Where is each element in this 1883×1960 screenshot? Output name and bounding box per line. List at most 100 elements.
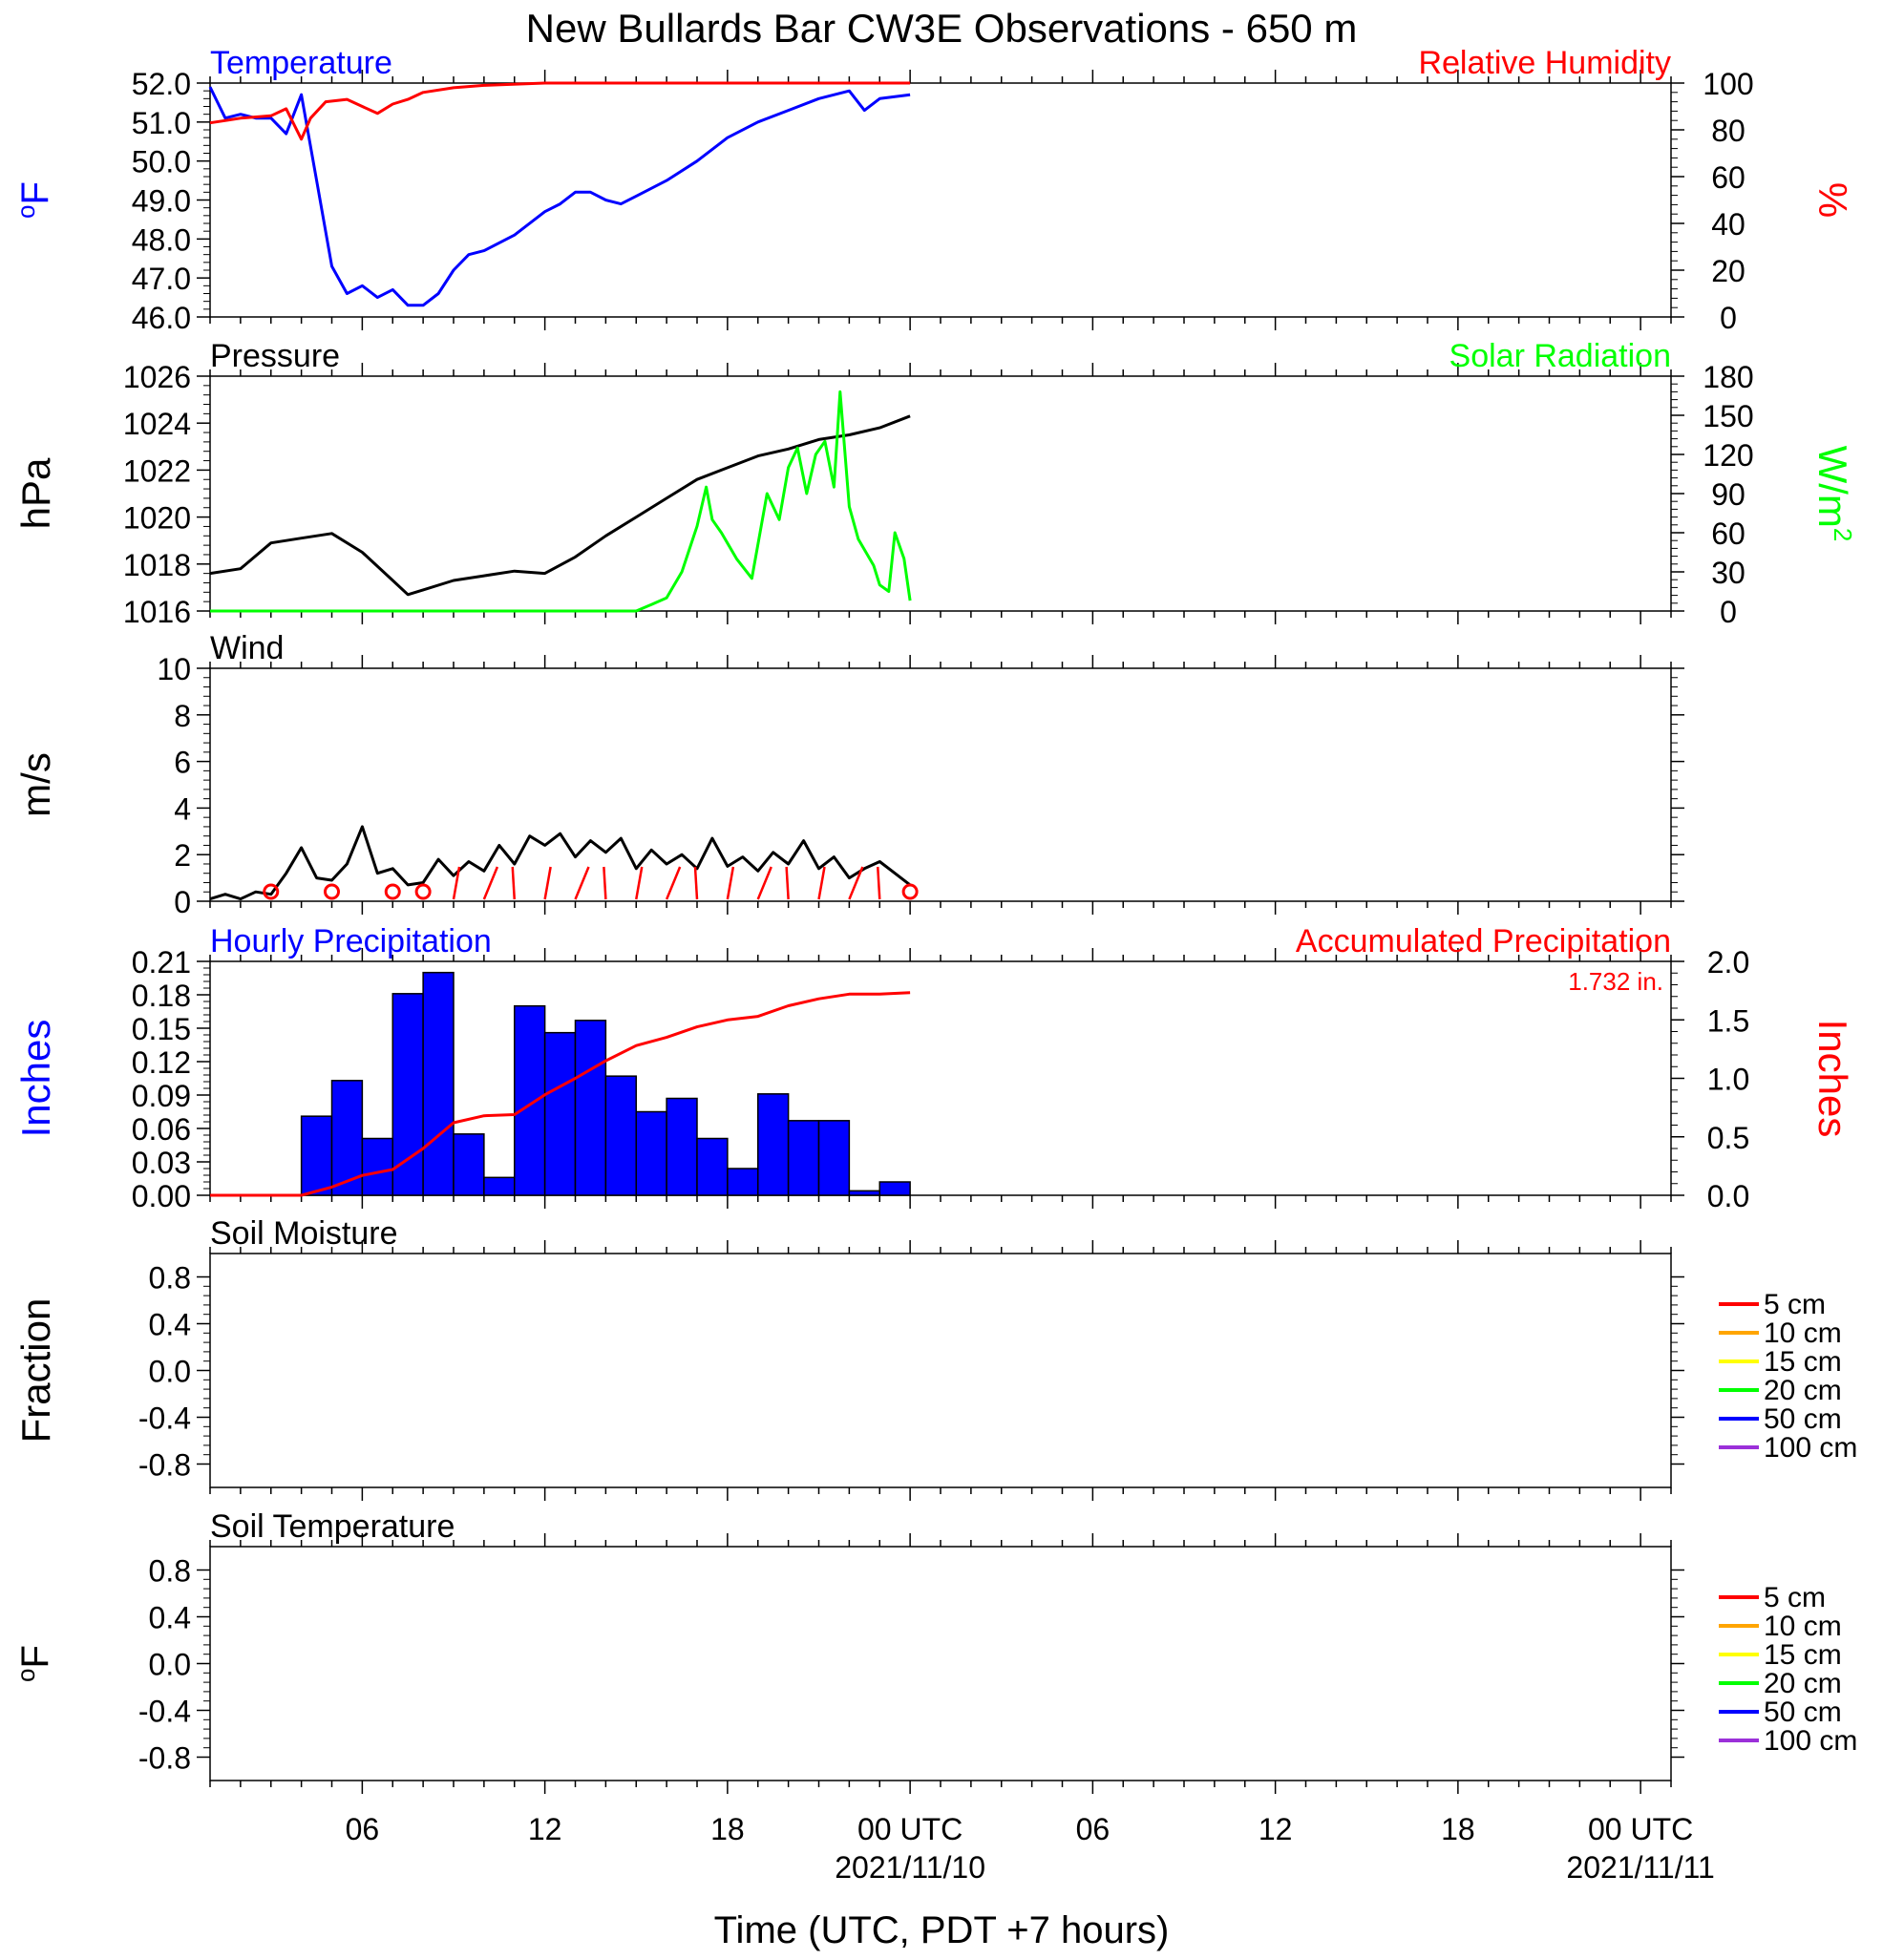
precip-bar — [878, 1181, 911, 1196]
legend-label: 20 cm — [1764, 1668, 1842, 1699]
y-tick-label: 0.8 — [149, 1554, 191, 1589]
precip-bar — [727, 1168, 759, 1196]
y-tick-label: -0.8 — [138, 1741, 191, 1776]
y-right-tick-label: 0 — [1720, 595, 1737, 629]
panel-soil_moisture: -0.8 -0.4 0.0 0.4 0.8 Soil Moisture Fraction 5 … — [13, 1215, 1857, 1501]
y-right-tick-label: 0.5 — [1707, 1121, 1749, 1155]
precip-bar — [543, 1031, 577, 1196]
panel-left-title: Temperature — [210, 45, 392, 81]
x-tick-label: 12 — [528, 1812, 562, 1846]
x-tick-label: 00 UTC — [857, 1812, 963, 1846]
panel-pressure: 1016 1018 1020 1022 1024 1026 0 30 60 90 120 150 180… — [13, 338, 1857, 629]
y-tick-label: 46.0 — [132, 301, 191, 335]
y-right-tick-label: 2.0 — [1707, 945, 1749, 980]
degree-superscript: o — [11, 204, 40, 218]
y-tick-label: 1018 — [123, 548, 191, 582]
panel-left-title: Soil Moisture — [210, 1215, 398, 1252]
panel-left-title: Pressure — [210, 338, 340, 374]
legend-label: 15 cm — [1764, 1639, 1842, 1671]
x-tick-label: 06 — [346, 1812, 380, 1846]
y-tick-label: 1020 — [123, 501, 191, 536]
y-tick-label: 0.09 — [132, 1079, 191, 1113]
y-tick-label: 0.0 — [149, 1648, 191, 1682]
plot-frame — [209, 375, 1672, 612]
plot-frame — [209, 1546, 1672, 1781]
y-tick-label: 0.18 — [132, 979, 191, 1013]
y-axis-label-right: % — [1810, 182, 1855, 218]
y-tick-label: -0.8 — [138, 1448, 191, 1483]
y-tick-label: 10 — [157, 652, 191, 686]
y-tick-label: 1016 — [123, 595, 191, 629]
y-tick-label: 47.0 — [132, 262, 191, 296]
wind-direction-stick — [817, 866, 826, 900]
y-tick-label: 0.21 — [132, 945, 191, 980]
y-axis-label: oF — [11, 1645, 56, 1682]
x-tick-label: 12 — [1259, 1812, 1293, 1846]
y-right-tick-label: 180 — [1703, 360, 1753, 394]
y-axis-label-right-text: Inches — [1810, 1020, 1855, 1138]
y-tick-label: 0.4 — [149, 1601, 191, 1635]
unit-f: F — [14, 1645, 56, 1668]
y-axis-label: oF — [11, 181, 56, 219]
y-tick-label: 52.0 — [132, 67, 191, 101]
x-axis-label: Time (UTC, PDT +7 hours) — [714, 1909, 1170, 1951]
wind-direction-stick — [756, 866, 772, 900]
y-right-tick-label: 1.0 — [1707, 1063, 1749, 1097]
y-axis-label: Fraction — [13, 1298, 58, 1444]
degree-superscript: o — [11, 1668, 40, 1681]
y-right-tick-label: 120 — [1703, 438, 1753, 473]
wind-direction-stick — [482, 866, 499, 900]
wind-direction-stick — [543, 866, 552, 900]
y-tick-label: 0.03 — [132, 1146, 191, 1180]
y-tick-label: 49.0 — [132, 184, 191, 219]
unit-f: F — [14, 181, 56, 204]
y-tick-label: 6 — [174, 746, 191, 780]
y-axis-label: Inches — [13, 1020, 58, 1138]
wind-calm-marker — [901, 883, 919, 900]
panel-left-title: Soil Temperature — [210, 1508, 455, 1545]
precip-bar — [483, 1176, 516, 1196]
series-line-relative-humidity — [209, 81, 911, 141]
series-line-temperature — [208, 86, 911, 307]
y-tick-label: 0.06 — [132, 1112, 191, 1147]
legend-label: 10 cm — [1764, 1317, 1842, 1349]
x-tick-label: 18 — [710, 1812, 745, 1846]
wind-direction-stick — [693, 866, 699, 900]
y-axis-label-right: W/m2 — [1810, 446, 1857, 542]
y-tick-label: 1026 — [123, 360, 191, 394]
y-right-tick-label: 60 — [1711, 516, 1745, 551]
wind-direction-stick — [785, 866, 790, 900]
legend-label: 100 cm — [1764, 1432, 1857, 1464]
y-tick-label: 0.8 — [149, 1261, 191, 1296]
precip-bar — [666, 1097, 698, 1196]
y-tick-label: -0.4 — [138, 1695, 191, 1729]
y-right-tick-label: 150 — [1703, 399, 1753, 433]
wind-direction-stick — [452, 866, 461, 900]
chart-title: New Bullards Bar CW3E Observations - 650… — [526, 6, 1358, 51]
panel-temperature: 46.0 47.0 48.049.0 50.0 51.0 52.0 0 20 40 60 80 100… — [11, 45, 1855, 335]
y-tick-label: 48.0 — [132, 222, 191, 257]
wind-direction-stick — [726, 866, 735, 900]
series-line-pressure — [209, 414, 911, 597]
y-tick-label: 1024 — [123, 407, 191, 441]
precip-total-label: 1.732 in. — [1568, 967, 1663, 996]
series-line-wind — [209, 825, 912, 901]
legend-label: 5 cm — [1764, 1289, 1826, 1320]
y-right-tick-label: 60 — [1711, 160, 1745, 195]
precip-bar — [514, 1004, 546, 1196]
y-tick-label: 8 — [174, 699, 191, 733]
y-right-tick-label: 30 — [1711, 556, 1745, 590]
legend-label: 5 cm — [1764, 1582, 1826, 1613]
x-axis-tick-labels: 06 12 18 00 UTC 2021/11/10 06 12 18 00 UTC 2021/1… — [346, 1812, 1715, 1885]
plot-frame — [209, 82, 1672, 318]
wind-direction-stick — [635, 866, 644, 900]
x-tick-label: 00 UTC — [1588, 1812, 1693, 1846]
y-axis-label-right: Inches — [1810, 1020, 1855, 1138]
wind-direction-stick — [877, 866, 881, 900]
legend-label: 15 cm — [1764, 1346, 1842, 1378]
precip-bar — [300, 1115, 333, 1196]
precip-bar — [757, 1093, 790, 1196]
wind-calm-marker — [384, 883, 401, 900]
wind-calm-marker — [263, 883, 280, 900]
